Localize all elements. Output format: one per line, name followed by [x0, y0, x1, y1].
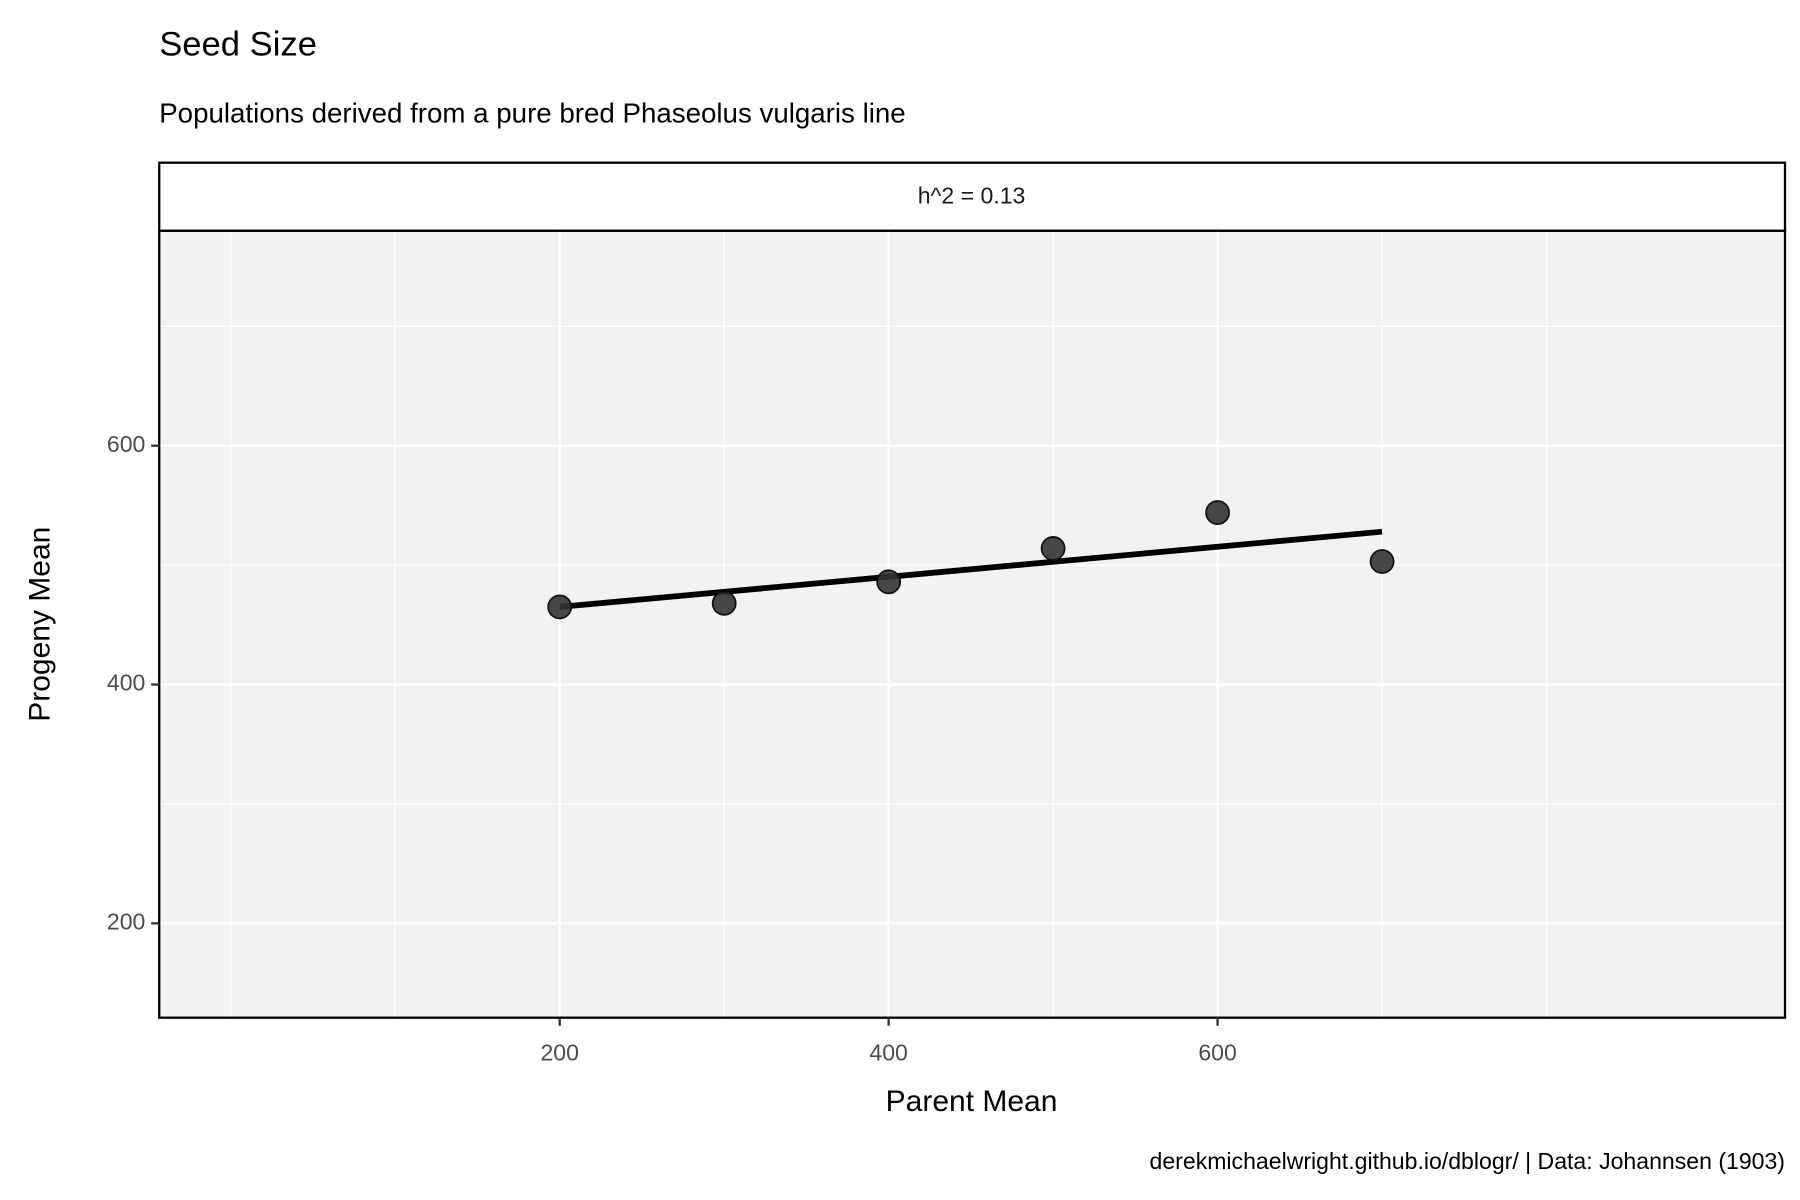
point	[711, 590, 737, 616]
panel-border	[158, 229, 1787, 1019]
fit-line	[559, 528, 1383, 610]
y-axis-label: Progeny Mean	[23, 527, 56, 722]
facet-strip	[158, 161, 1787, 232]
point	[876, 569, 902, 595]
y-tick-label: 400	[107, 670, 145, 696]
y-tick-label: 200	[107, 908, 145, 934]
point	[1040, 536, 1066, 561]
point	[1369, 549, 1395, 574]
x-axis-label: Parent Mean	[886, 1085, 1058, 1118]
marks	[547, 500, 1395, 620]
panel	[159, 230, 1786, 1018]
point	[1205, 500, 1230, 525]
facet-label: h^2 = 0.13	[918, 182, 1026, 208]
chart-subtitle: Populations derived from a pure bred Pha…	[159, 98, 905, 129]
chart-title: Seed Size	[159, 25, 317, 63]
point	[547, 594, 573, 620]
y-tick-label: 600	[107, 431, 145, 457]
x-tick-label: 600	[1198, 1040, 1236, 1066]
x-tick-label: 200	[540, 1040, 578, 1066]
caption: derekmichaelwright.github.io/dblogr/ | D…	[1150, 1148, 1785, 1174]
x-tick-label: 400	[869, 1040, 907, 1066]
grid	[159, 230, 1785, 1018]
